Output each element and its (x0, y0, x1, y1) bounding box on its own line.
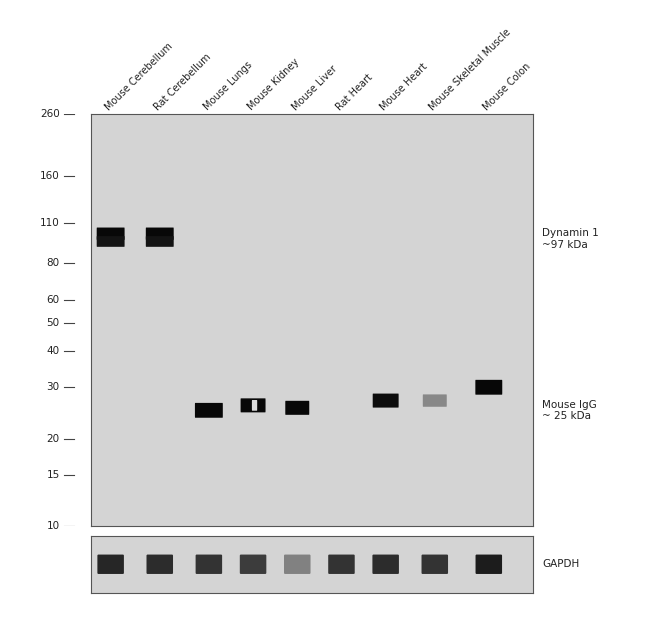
FancyBboxPatch shape (146, 555, 173, 574)
Text: 160: 160 (40, 171, 60, 181)
Text: 20: 20 (47, 434, 60, 444)
Text: Mouse Cerebellum: Mouse Cerebellum (103, 41, 175, 112)
Text: 60: 60 (47, 295, 60, 304)
Text: 110: 110 (40, 218, 60, 228)
Text: Mouse Colon: Mouse Colon (482, 61, 533, 112)
FancyBboxPatch shape (285, 401, 309, 415)
Text: 80: 80 (47, 258, 60, 268)
Text: GAPDH: GAPDH (542, 559, 580, 569)
FancyBboxPatch shape (372, 555, 399, 574)
FancyBboxPatch shape (422, 394, 447, 407)
FancyBboxPatch shape (328, 555, 355, 574)
FancyBboxPatch shape (372, 394, 398, 408)
Text: 15: 15 (47, 470, 60, 480)
Text: Mouse Kidney: Mouse Kidney (246, 56, 301, 112)
Text: 10: 10 (47, 521, 60, 531)
Text: 260: 260 (40, 109, 60, 119)
Text: Dynamin 1
~97 kDa: Dynamin 1 ~97 kDa (542, 228, 599, 250)
FancyBboxPatch shape (98, 555, 124, 574)
FancyBboxPatch shape (97, 236, 125, 247)
Text: Mouse IgG
~ 25 kDa: Mouse IgG ~ 25 kDa (542, 399, 597, 421)
Text: Rat Cerebellum: Rat Cerebellum (153, 51, 213, 112)
FancyBboxPatch shape (146, 236, 174, 247)
Text: 40: 40 (47, 346, 60, 356)
FancyBboxPatch shape (97, 228, 125, 240)
FancyBboxPatch shape (476, 555, 502, 574)
FancyBboxPatch shape (475, 380, 502, 395)
Text: Mouse Skeletal Muscle: Mouse Skeletal Muscle (428, 27, 513, 112)
Text: 30: 30 (47, 382, 60, 392)
FancyBboxPatch shape (284, 555, 311, 574)
Text: Mouse Heart: Mouse Heart (378, 61, 430, 112)
FancyBboxPatch shape (146, 228, 174, 240)
FancyBboxPatch shape (421, 555, 448, 574)
Text: 50: 50 (47, 318, 60, 328)
FancyBboxPatch shape (195, 403, 223, 418)
Text: Mouse Liver: Mouse Liver (290, 63, 339, 112)
FancyBboxPatch shape (240, 555, 266, 574)
FancyBboxPatch shape (196, 555, 222, 574)
FancyBboxPatch shape (252, 400, 257, 411)
Text: Mouse Lungs: Mouse Lungs (202, 60, 254, 112)
Text: Rat Heart: Rat Heart (334, 72, 374, 112)
FancyBboxPatch shape (240, 398, 266, 412)
